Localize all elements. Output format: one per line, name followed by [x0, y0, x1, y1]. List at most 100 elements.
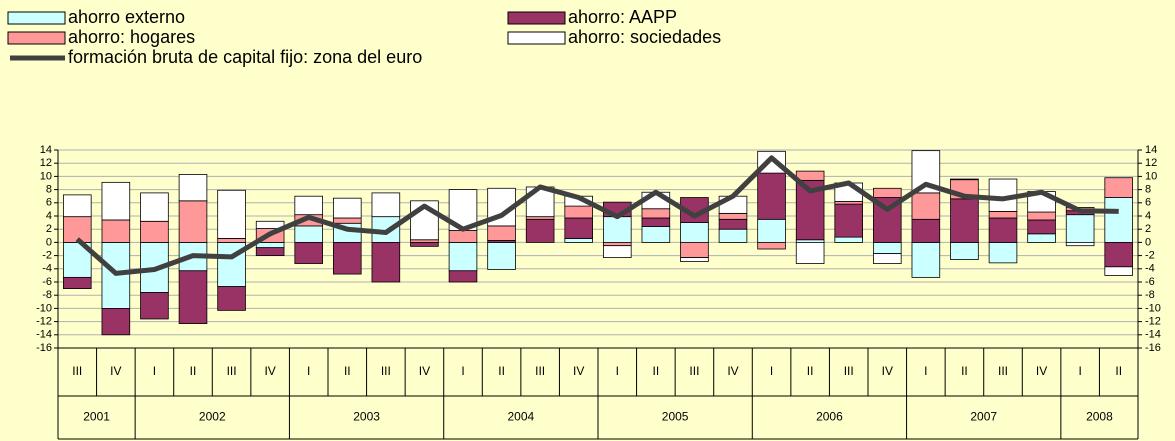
bar-segment [448, 241, 478, 272]
bar-segment [680, 222, 709, 243]
y2-tick-label: 4 [1145, 210, 1151, 222]
bar-segment [680, 257, 709, 262]
year-label: 2006 [816, 410, 843, 424]
bar-segment [217, 189, 246, 239]
bar-segment [1104, 197, 1134, 243]
bar-segment [1104, 266, 1134, 276]
quarter-label: IV [264, 364, 275, 378]
bar-segment [217, 238, 246, 243]
bar-segment [217, 286, 246, 311]
bar-segment [140, 220, 169, 243]
bar-segment [1104, 177, 1134, 198]
bar-segment [911, 241, 941, 278]
bar-segment [101, 307, 131, 336]
bar-segment [294, 241, 324, 264]
y2-tick-label: 2 [1145, 223, 1151, 235]
bar-segment [795, 170, 825, 181]
bar-segment [718, 228, 748, 243]
y-tick-label: -16 [36, 342, 52, 354]
quarter-label: I [461, 364, 464, 378]
legend-swatch [507, 31, 566, 45]
bar-segment [1027, 211, 1056, 221]
bar-segment [63, 276, 92, 290]
bar-segment [757, 218, 786, 243]
quarter-label: III [689, 364, 699, 378]
bar-segment [332, 241, 362, 275]
quarter-label: II [1115, 364, 1122, 378]
legend-swatch [507, 11, 566, 25]
bar-segment [641, 217, 671, 227]
year-label: 2002 [199, 410, 226, 424]
bar-segment [988, 217, 1018, 243]
quarter-label: II [807, 364, 814, 378]
y-tick-label: -12 [36, 316, 52, 328]
y-tick-label: 2 [46, 223, 52, 235]
quarter-label: I [1078, 364, 1081, 378]
quarter-label: II [961, 364, 968, 378]
y-tick-label: -10 [36, 302, 52, 314]
y-tick-label: 14 [40, 144, 52, 156]
bar-segment [63, 194, 92, 218]
y-tick-label: -2 [42, 250, 52, 262]
y-tick-label: -14 [36, 329, 52, 341]
bar-segment [1065, 214, 1095, 243]
quarter-label: III [535, 364, 545, 378]
y-tick-label: -6 [42, 276, 52, 288]
bar-segment [795, 241, 825, 264]
bar-segment [294, 195, 324, 216]
bar-segment [718, 212, 748, 220]
legend-swatch [7, 31, 66, 45]
y2-tick-label: -12 [1145, 316, 1161, 328]
year-label: 2004 [508, 410, 535, 424]
bar-segment [178, 174, 208, 202]
quarter-label: I [307, 364, 310, 378]
y-tick-label: 8 [46, 184, 52, 196]
bar-segment [294, 225, 324, 243]
bar-segment [641, 208, 671, 219]
quarter-label: III [381, 364, 391, 378]
quarter-label: IV [727, 364, 738, 378]
quarter-label: II [344, 364, 351, 378]
bar-segment [950, 241, 979, 260]
bar-segment [255, 247, 285, 256]
quarter-label: IV [882, 364, 893, 378]
bar-segment [178, 200, 208, 243]
y-tick-label: -8 [42, 289, 52, 301]
y-tick-label: 0 [46, 236, 52, 248]
bar-segment [873, 241, 902, 255]
year-label: 2003 [353, 410, 380, 424]
quarter-label: IV [1036, 364, 1047, 378]
year-label: 2008 [1086, 410, 1113, 424]
bar-segment [718, 218, 748, 230]
legend-label: formación bruta de capital fijo: zona de… [68, 47, 422, 67]
y2-tick-label: -16 [1145, 342, 1161, 354]
legend-label: ahorro: hogares [68, 27, 195, 47]
y-tick-label: 12 [40, 157, 52, 169]
y-tick-label: 4 [46, 210, 52, 222]
bar-segment [410, 241, 439, 247]
y2-tick-label: -10 [1145, 302, 1161, 314]
quarter-label: II [190, 364, 197, 378]
bar-segment [140, 292, 169, 320]
bar-segment [255, 241, 285, 249]
quarter-label: III [998, 364, 1008, 378]
bar-segment [1027, 219, 1056, 235]
y2-tick-label: 6 [1145, 197, 1151, 209]
legend-label: ahorro: sociedades [568, 27, 721, 47]
year-label: 2001 [83, 410, 110, 424]
bar-segment [757, 172, 786, 220]
bar-segment [834, 236, 863, 243]
y2-tick-label: -8 [1145, 289, 1155, 301]
bar-segment [911, 192, 941, 220]
bar-segment [140, 192, 169, 222]
year-label: 2007 [970, 410, 997, 424]
bar-segment [178, 270, 208, 324]
bar-segment [680, 241, 709, 258]
bar-segment [988, 210, 1018, 219]
quarter-label: III [844, 364, 854, 378]
quarter-label: III [72, 364, 82, 378]
bar-segment [988, 241, 1018, 264]
quarter-label: III [227, 364, 237, 378]
bar-segment [1104, 241, 1134, 268]
y2-tick-label: 0 [1145, 236, 1151, 248]
